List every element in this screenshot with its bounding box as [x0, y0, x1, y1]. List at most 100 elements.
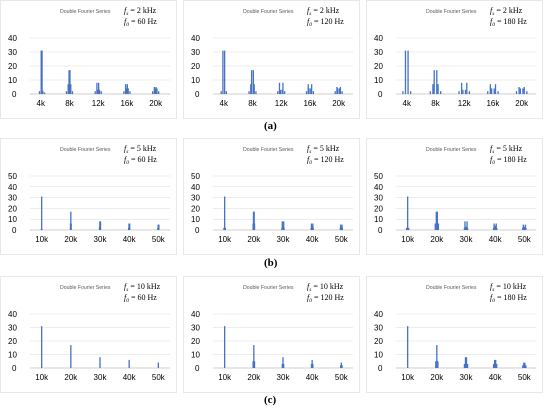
x-tick-label: 40k	[123, 373, 137, 382]
harmonic-bar	[279, 89, 281, 94]
harmonic-bar	[436, 70, 438, 94]
harmonic-bar	[519, 88, 521, 94]
harmonic-bar	[253, 84, 255, 94]
y-tick-label: 20	[374, 204, 383, 213]
x-tick-label: 8k	[65, 99, 74, 108]
y-tick-label: 10	[191, 215, 200, 224]
harmonic-bar	[252, 361, 254, 368]
x-tick-label: 40k	[489, 235, 503, 244]
fundamental-frequency-label: f0 = 60 Hz	[124, 17, 157, 28]
y-tick-label: 20	[191, 62, 200, 71]
x-tick-label: 10k	[35, 235, 49, 244]
harmonic-bar	[493, 225, 496, 230]
x-tick-label: 20k	[149, 99, 163, 108]
x-tick-label: 50k	[335, 373, 349, 382]
harmonic-bar	[464, 357, 467, 368]
harmonic-bar	[252, 70, 254, 94]
harmonic-bar	[463, 363, 466, 368]
y-tick-label: 0	[378, 90, 383, 99]
harmonic-bar	[99, 221, 101, 230]
y-tick-label: 50	[191, 172, 200, 181]
harmonic-bar	[129, 223, 131, 230]
x-tick-label: 30k	[277, 373, 291, 382]
y-tick-label: 30	[374, 324, 383, 333]
x-tick-label: 20k	[247, 235, 261, 244]
switching-frequency-label: fs = 2 kHz	[490, 6, 523, 17]
panel-frame	[0, 138, 177, 255]
x-tick-label: 20k	[64, 235, 78, 244]
harmonic-bar	[495, 359, 497, 368]
fundamental-frequency-label: f0 = 120 Hz	[307, 155, 344, 166]
harmonic-bar	[126, 84, 129, 94]
harmonic-bar	[97, 82, 100, 94]
harmonic-bar	[495, 223, 497, 230]
harmonic-bar	[462, 89, 464, 94]
harmonic-bar	[492, 363, 495, 368]
y-tick-label: 10	[191, 351, 200, 360]
y-tick-label: 30	[8, 48, 17, 57]
harmonic-bar	[38, 91, 41, 94]
y-tick-label: 0	[12, 226, 17, 235]
harmonic-bar	[466, 363, 469, 368]
harmonic-bar	[341, 227, 344, 230]
x-tick-label: 20k	[247, 373, 261, 382]
x-tick-label: 4k	[220, 99, 229, 108]
harmonic-bar	[124, 84, 127, 94]
chart-title: Double Fourier Series	[426, 285, 477, 291]
chart-title: Double Fourier Series	[243, 147, 294, 153]
y-tick-label: 30	[191, 194, 200, 203]
y-tick-label: 40	[8, 183, 17, 192]
harmonic-bar	[489, 84, 491, 94]
harmonic-bar	[97, 89, 99, 94]
x-tick-label: 10k	[401, 235, 415, 244]
y-tick-label: 0	[12, 364, 17, 373]
panel-frame	[183, 276, 360, 393]
switching-frequency-label: fs = 10 kHz	[307, 282, 344, 293]
harmonic-bar	[339, 87, 342, 94]
y-tick-label: 20	[191, 204, 200, 213]
harmonic-bar	[434, 223, 436, 230]
panel-frame	[366, 276, 543, 393]
x-tick-label: 40k	[306, 373, 320, 382]
harmonic-bar	[96, 82, 98, 94]
harmonic-bar	[281, 89, 283, 94]
fundamental-frequency-label: f0 = 180 Hz	[490, 17, 527, 28]
harmonic-bar	[407, 196, 409, 230]
harmonic-bar	[153, 87, 155, 94]
y-tick-label: 40	[374, 310, 383, 319]
harmonic-bar	[41, 196, 43, 230]
harmonic-bar	[312, 363, 314, 368]
chart-title: Double Fourier Series	[60, 285, 111, 291]
harmonic-bar	[220, 91, 222, 94]
harmonic-bar	[41, 50, 43, 94]
harmonic-bar	[460, 82, 463, 94]
y-tick-label: 10	[191, 76, 200, 85]
x-tick-label: 20k	[515, 99, 529, 108]
harmonic-bar	[223, 227, 225, 230]
harmonic-bar	[70, 223, 72, 230]
x-tick-label: 12k	[458, 99, 472, 108]
harmonic-bar	[69, 70, 71, 94]
x-tick-label: 10k	[401, 373, 415, 382]
harmonic-bar	[341, 224, 343, 230]
y-tick-label: 30	[191, 48, 200, 57]
harmonic-bar	[522, 88, 524, 94]
harmonic-bar	[99, 221, 102, 230]
y-tick-label: 30	[374, 194, 383, 203]
harmonic-bar	[67, 84, 69, 94]
harmonic-bar	[305, 91, 308, 94]
y-tick-label: 20	[374, 337, 383, 346]
harmonic-bar	[253, 223, 256, 230]
x-tick-label: 12k	[92, 99, 106, 108]
harmonic-bar	[341, 91, 343, 94]
fundamental-frequency-label: f0 = 180 Hz	[490, 155, 527, 166]
harmonic-bar	[70, 211, 72, 230]
harmonic-bar	[312, 227, 314, 230]
panel-frame	[366, 0, 543, 119]
harmonic-bar	[248, 91, 250, 94]
x-tick-label: 40k	[123, 235, 137, 244]
harmonic-bar	[277, 91, 279, 94]
harmonic-bar	[464, 221, 466, 230]
